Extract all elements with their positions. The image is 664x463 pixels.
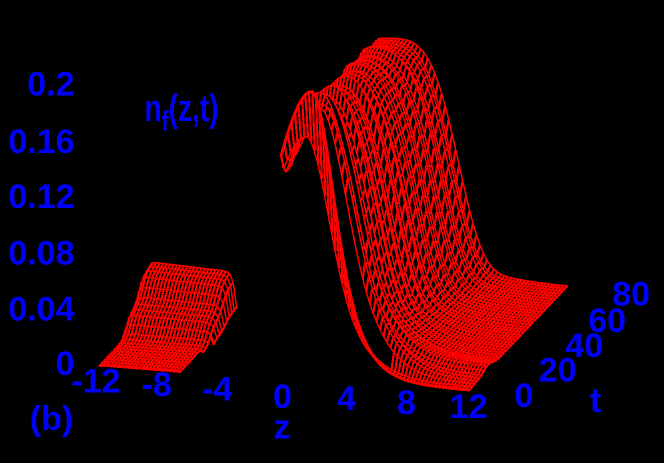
svg-text:-4: -4 <box>202 370 232 408</box>
svg-text:40: 40 <box>565 327 603 365</box>
svg-text:4: 4 <box>337 380 356 418</box>
svg-text:-8: -8 <box>142 366 172 404</box>
svg-text:nf(z,t): nf(z,t) <box>145 88 219 137</box>
svg-text:-12: -12 <box>71 362 120 400</box>
svg-text:12: 12 <box>450 388 488 426</box>
svg-text:60: 60 <box>588 302 626 340</box>
svg-text:0: 0 <box>273 378 292 416</box>
svg-text:0.16: 0.16 <box>8 123 74 161</box>
svg-text:z: z <box>274 408 291 446</box>
svg-text:80: 80 <box>612 276 650 314</box>
svg-text:0.04: 0.04 <box>8 290 74 328</box>
svg-text:(b): (b) <box>30 400 73 438</box>
svg-text:8: 8 <box>397 384 416 422</box>
svg-text:t: t <box>590 382 601 420</box>
svg-text:0: 0 <box>515 377 534 415</box>
svg-text:0.12: 0.12 <box>8 178 74 216</box>
svg-text:20: 20 <box>539 352 577 390</box>
svg-text:0.08: 0.08 <box>8 235 74 273</box>
svg-text:0.2: 0.2 <box>27 65 74 103</box>
svg-text:0: 0 <box>56 345 75 383</box>
